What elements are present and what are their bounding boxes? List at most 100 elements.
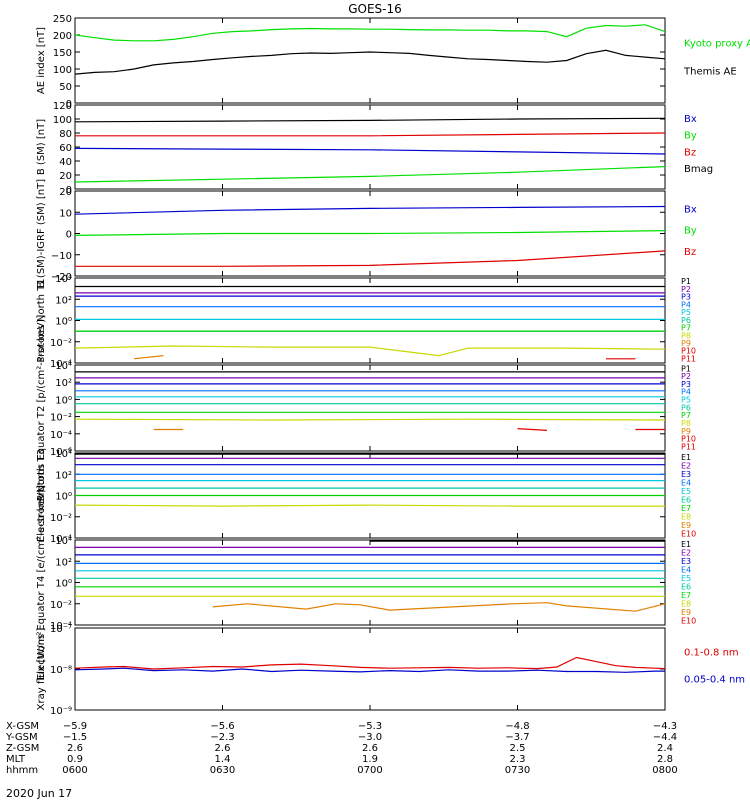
series-P9 [133,355,164,360]
legend-entry: E2 [681,461,691,470]
legend-entry: P4 [681,388,691,397]
x-axis-value: 0600 [62,765,87,776]
y-tick-label: 0 [66,185,72,196]
y-tick-label: −10 [51,251,72,262]
legend-entry: E3 [681,557,691,566]
plot-title: GOES-16 [348,2,402,16]
x-axis-value: −5.6 [210,721,234,732]
legend-entry: E1 [681,453,691,462]
legend-entry: P9 [681,339,691,348]
x-axis-value: 2.5 [510,743,526,754]
legend-entry: P6 [681,403,691,412]
y-tick-label: 100 [53,65,72,76]
x-axis-value: 2.6 [215,743,231,754]
series-Themis-AE [74,49,666,75]
legend-entry: E10 [681,616,696,625]
y-tick-label: 10⁻² [50,600,72,611]
legend-entry: P1 [681,364,691,373]
legend-entry: E5 [681,487,691,496]
y-tick-label: 200 [53,31,72,42]
legend-entry: E7 [681,591,691,600]
x-axis-value: −3.7 [505,732,529,743]
y-tick-label: 10² [55,295,72,306]
legend-entry: E5 [681,574,691,583]
y-tick-label: 120 [53,101,72,112]
legend-entry: P8 [681,331,691,340]
y-tick-label: 10⁰ [55,579,72,590]
y-tick-label: 150 [53,48,72,59]
legend-entry: Bz [684,147,696,158]
x-axis-row-label: hhmm [6,765,38,776]
x-axis-value: −4.4 [653,732,677,743]
x-axis-value: −1.5 [63,732,87,743]
legend-entry: E10 [681,529,696,538]
legend-entry: Bz [684,247,696,258]
y-axis-label: Protons Equator T2 [p/(cm²-s-sr-keV)] [36,315,47,502]
x-axis-value: 0700 [357,765,382,776]
y-tick-label: 60 [59,143,72,154]
legend-entry: 0.05-0.4 nm [684,675,745,686]
panel-1: 0 50 100 150 200 250 AE index [nT] Kyoto proxy … [36,14,750,110]
y-tick-label: 10⁻⁹ [50,706,72,717]
y-tick-label: 20 [59,171,72,182]
series-Bmag [74,117,666,123]
panel-5: 10⁻⁶ 10⁻⁴ 10⁻² 10⁰ 10² 10⁴ Protons Equator T2 … [36,315,696,502]
legend-entry: E4 [681,565,691,574]
legend-entry: P4 [681,300,691,309]
series-Bz [75,132,666,137]
legend-entry: P9 [681,427,691,436]
x-axis-value: 1.9 [362,754,378,765]
x-axis-value: −5.9 [63,721,87,732]
y-axis-label: Electrons Equator T4 [e/(cm²-s-sr-keV)] [36,485,47,680]
y-tick-label: 10⁻⁶ [50,447,72,458]
legend-entry: P5 [681,308,691,317]
y-tick-label: 100 [53,115,72,126]
x-axis-value: 2.4 [657,743,673,754]
y-tick-label: 10⁴ [55,536,72,547]
y-tick-label: 10⁴ [55,361,72,372]
panel-7: 10⁻⁴ 10⁻² 10⁰ 10² 10⁴ Electrons Equator T4 [e… [36,485,696,680]
x-axis-value: 0800 [652,765,677,776]
legend-entry: Themis AE [683,67,737,78]
y-tick-label: 250 [53,14,72,25]
y-tick-label: 10⁻⁸ [50,665,72,676]
legend-entry: E1 [681,540,691,549]
legend-entry: Bmag [684,164,713,175]
legend-entry: Bx [684,204,697,215]
y-tick-label: 80 [59,129,72,140]
y-tick-label: 10⁻⁴ [50,430,72,441]
series-P8 [74,418,666,421]
legend-entry: E8 [681,512,691,521]
legend-entry: E6 [681,582,691,591]
y-tick-label: 10⁻⁷ [50,624,72,635]
y-tick-label: 50 [59,82,72,93]
legend-entry: P11 [681,442,696,451]
date-label: 2020 Jun 17 [6,787,72,800]
legend-entry: P10 [681,435,696,444]
y-axis-label: AE index [nT] [36,27,47,94]
legend-entry: P8 [681,419,691,428]
y-tick-label: 10⁻² [50,413,72,424]
y-tick-label: 10² [55,557,72,568]
y-tick-label: 10⁻⁴ [50,621,72,632]
legend-entry: Kyoto proxy AE [684,38,750,49]
legend-entry: 0.1-0.8 nm [684,647,739,658]
x-axis-value: 2.6 [362,743,378,754]
x-axis-value: −4.3 [653,721,677,732]
series-0-1-0-8-nm [74,656,666,670]
x-axis-value: 1.4 [215,754,231,765]
legend-entry: E3 [681,470,691,479]
legend-entry: P6 [681,316,691,325]
y-tick-label: 0 [66,99,72,110]
series-P10 [517,428,548,431]
series-By [74,230,666,236]
y-axis-label: Electrons North T3 [36,449,47,542]
legend-entry: E7 [681,504,691,513]
legend-entry: P5 [681,396,691,405]
y-tick-label: 10⁻² [50,513,72,524]
